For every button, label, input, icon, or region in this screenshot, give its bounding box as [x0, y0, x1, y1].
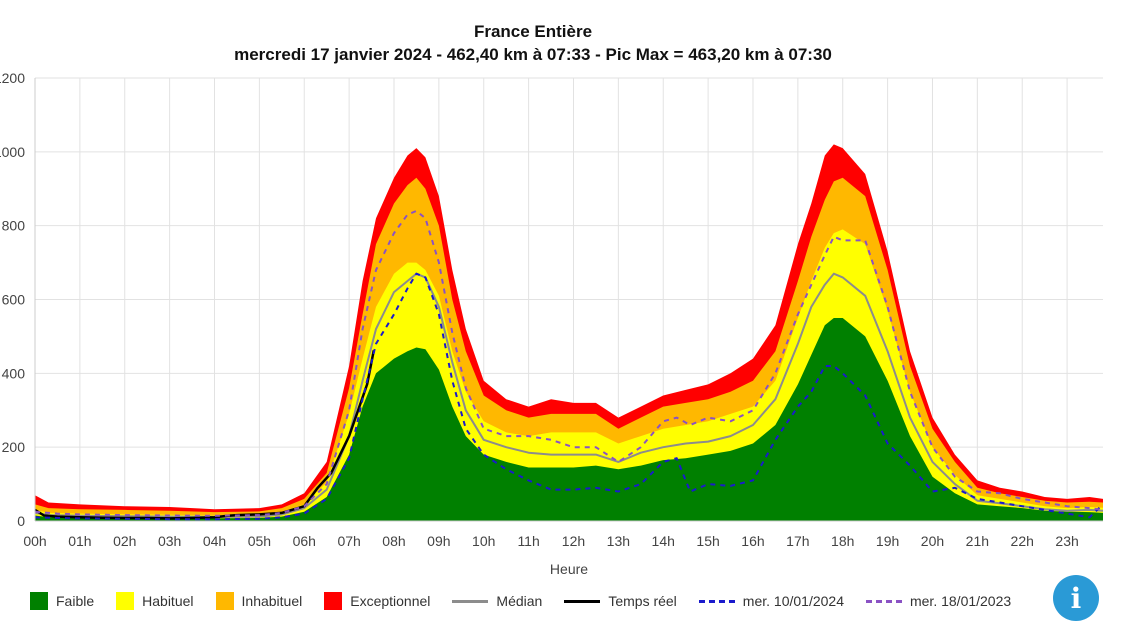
legend-label: Temps réel: [608, 593, 677, 609]
x-tick-label: 21h: [966, 533, 989, 549]
x-tick-label: 16h: [741, 533, 764, 549]
legend-swatch: [564, 599, 601, 603]
info-button[interactable]: i: [1053, 575, 1099, 621]
legend-label: Médian: [496, 593, 543, 609]
legend-item-inhabituel[interactable]: Inhabituel: [215, 592, 303, 610]
y-tick-label: 200: [2, 439, 26, 455]
x-tick-label: 10h: [472, 533, 495, 549]
x-tick-label: 07h: [337, 533, 360, 549]
legend-label: mer. 10/01/2024: [742, 593, 844, 609]
x-tick-label: 04h: [203, 533, 226, 549]
line-mer-10-01-2024: [34, 272, 1104, 521]
x-tick-label: 03h: [158, 533, 181, 549]
legend-item-habituel[interactable]: Habituel: [116, 592, 194, 610]
legend-swatch: [116, 592, 135, 610]
y-tick-label: 800: [2, 218, 26, 234]
line-m-dian: [34, 272, 1104, 518]
legend-swatch: [865, 599, 902, 603]
x-tick-label: 23h: [1055, 533, 1078, 549]
y-tick-label: 0: [17, 513, 25, 529]
x-tick-label: 02h: [113, 533, 136, 549]
line-mer-18-01-2023: [34, 209, 1104, 517]
x-tick-label: 15h: [696, 533, 719, 549]
x-tick-label: 13h: [607, 533, 630, 549]
line-series: [34, 209, 1104, 521]
x-tick-label: 12h: [562, 533, 585, 549]
legend-item-mer-18-01-2023[interactable]: mer. 18/01/2023: [865, 593, 1012, 609]
y-tick-label: 1000: [0, 144, 25, 160]
legend-item-temps-r-el[interactable]: Temps réel: [564, 593, 677, 609]
info-icon: i: [1070, 581, 1082, 615]
legend-swatch: [324, 592, 343, 610]
y-tick-label: 600: [2, 292, 26, 308]
x-axis-title: Heure: [550, 561, 588, 577]
legend-item-exceptionnel[interactable]: Exceptionnel: [324, 592, 430, 610]
y-axis: 0 200 400 600 800 1000 1200: [0, 70, 36, 529]
legend-swatch: [698, 599, 735, 603]
x-tick-label: 11h: [517, 533, 539, 549]
legend-label: Faible: [56, 593, 95, 609]
legend-swatch: [215, 592, 234, 610]
legend-label: Inhabituel: [241, 593, 303, 609]
legend-item-mer-10-01-2024[interactable]: mer. 10/01/2024: [698, 593, 844, 609]
chart-title: France Entière: [474, 22, 592, 41]
legend-label: Exceptionnel: [350, 593, 431, 609]
legend-label: mer. 18/01/2023: [909, 593, 1012, 609]
x-tick-label: 17h: [786, 533, 809, 549]
x-tick-label: 08h: [382, 533, 405, 549]
x-tick-label: 19h: [876, 533, 899, 549]
legend-swatch: [452, 599, 489, 603]
x-tick-label: 20h: [921, 533, 944, 549]
x-tick-label: 01h: [68, 533, 91, 549]
area-series: [35, 144, 1103, 521]
y-tick-label: 1200: [0, 70, 25, 86]
chart-subtitle: mercredi 17 janvier 2024 - 462,40 km à 0…: [234, 45, 832, 64]
legend: Faible Habituel Inhabituel Exceptionnel Médi…: [30, 590, 1011, 612]
legend-item-m-dian[interactable]: Médian: [452, 593, 542, 609]
legend-swatch: [30, 592, 48, 610]
x-axis: 00h 01h 02h 03h 04h 05h 06h 07h 08h 09h 10h 11h 12h 1…: [23, 520, 1103, 549]
x-tick-label: 09h: [427, 533, 450, 549]
x-tick-label: 06h: [293, 533, 316, 549]
x-tick-label: 00h: [23, 533, 46, 549]
x-tick-label: 18h: [831, 533, 854, 549]
legend-item-faible[interactable]: Faible: [30, 592, 94, 610]
x-tick-label: 14h: [652, 533, 675, 549]
x-tick-label: 05h: [248, 533, 271, 549]
y-tick-label: 400: [2, 365, 26, 381]
x-tick-label: 22h: [1011, 533, 1034, 549]
legend-label: Habituel: [142, 593, 194, 609]
